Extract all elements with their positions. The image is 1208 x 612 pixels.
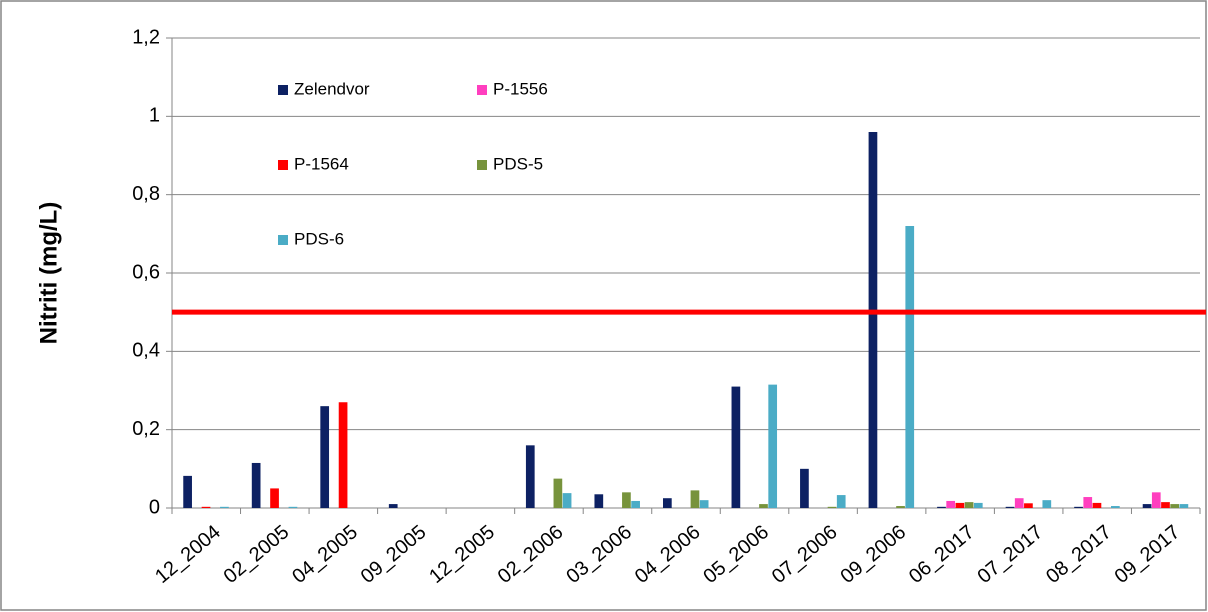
legend-swatch <box>278 160 288 170</box>
y-tick-label: 1 <box>149 105 160 127</box>
bar <box>594 494 604 508</box>
bar <box>631 500 640 508</box>
bar <box>937 506 946 508</box>
bar <box>1170 504 1180 508</box>
bar <box>270 488 279 508</box>
bar <box>288 506 298 508</box>
bar <box>1111 506 1120 508</box>
bar <box>1142 504 1152 508</box>
bar <box>338 402 348 508</box>
bar <box>1024 503 1033 508</box>
bar <box>699 500 709 508</box>
bar <box>220 506 229 508</box>
legend-swatch <box>278 235 288 245</box>
bar <box>388 504 398 508</box>
bar <box>201 506 211 508</box>
legend-label: PDS-5 <box>493 154 543 173</box>
bar <box>868 132 878 508</box>
bar <box>946 500 956 508</box>
bar <box>1042 500 1052 508</box>
bar <box>1092 502 1102 508</box>
bar <box>905 226 915 508</box>
bar <box>955 502 965 508</box>
bar <box>622 492 631 508</box>
legend-label: Zelendvor <box>294 79 370 98</box>
bar <box>1005 506 1015 508</box>
bar <box>251 462 261 508</box>
bar <box>731 386 741 508</box>
legend-label: PDS-6 <box>294 229 344 248</box>
y-tick-label: 1,2 <box>132 26 160 48</box>
bar <box>768 384 778 508</box>
bar <box>964 502 974 508</box>
bar <box>1161 502 1170 508</box>
bar <box>525 445 535 508</box>
bar <box>800 468 809 508</box>
y-tick-label: 0 <box>149 496 160 518</box>
bar <box>1014 498 1024 508</box>
bar <box>183 475 192 508</box>
bar <box>1179 504 1189 508</box>
legend-swatch <box>278 85 288 95</box>
bar <box>973 502 983 508</box>
y-axis-label: Nitriti (mg/L) <box>35 202 62 345</box>
bar <box>320 406 330 508</box>
bar <box>827 506 837 508</box>
y-tick-label: 0,4 <box>132 340 160 362</box>
bar <box>759 504 768 508</box>
bar <box>553 478 563 508</box>
y-tick-label: 0,6 <box>132 261 160 283</box>
legend-swatch <box>477 85 487 95</box>
bar <box>690 490 700 508</box>
legend-label: P-1556 <box>493 79 548 98</box>
bar <box>896 506 905 508</box>
y-tick-label: 0,8 <box>132 183 160 205</box>
y-tick-label: 0,2 <box>132 418 160 440</box>
legend-label: P-1564 <box>294 154 349 173</box>
bar <box>562 493 572 508</box>
bar <box>1083 497 1093 508</box>
bar <box>836 495 846 508</box>
bar <box>1151 492 1161 508</box>
legend-swatch <box>477 160 487 170</box>
bar <box>1074 506 1083 508</box>
bar <box>663 498 672 508</box>
